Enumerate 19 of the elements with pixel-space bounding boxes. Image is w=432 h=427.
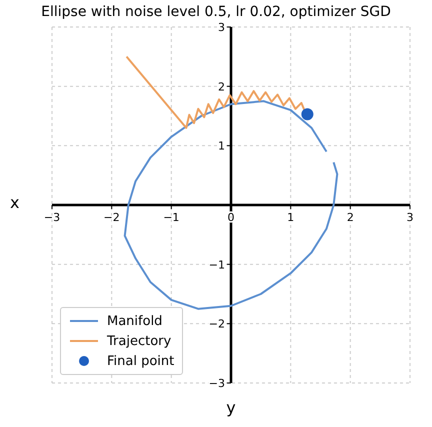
legend-label: Trajectory bbox=[107, 334, 172, 348]
y-tick-label: 3 bbox=[218, 21, 225, 34]
x-axis-title: y bbox=[225, 398, 237, 417]
x-tick-label: −2 bbox=[104, 211, 120, 224]
line-series bbox=[124, 100, 338, 310]
y-tick-label: −3 bbox=[208, 377, 225, 390]
x-tick-label: 2 bbox=[346, 211, 354, 224]
x-tick-label: −1 bbox=[163, 211, 180, 224]
chart-title: Ellipse with noise level 0.5, lr 0.02, optimizer SGD bbox=[40, 4, 392, 20]
x-tick-label: −3 bbox=[44, 211, 60, 224]
x-tick-label: 1 bbox=[287, 211, 294, 224]
legend-label: Manifold bbox=[107, 314, 162, 328]
legend-label: Final point bbox=[107, 354, 174, 368]
y-tick-label: 1 bbox=[218, 140, 225, 153]
x-tick-label: 3 bbox=[406, 211, 414, 224]
y-axis-title: x bbox=[10, 193, 20, 212]
y-tick-label: −1 bbox=[208, 258, 225, 272]
y-tick-label: 2 bbox=[218, 80, 225, 94]
y-tick-label: −2 bbox=[208, 318, 225, 331]
